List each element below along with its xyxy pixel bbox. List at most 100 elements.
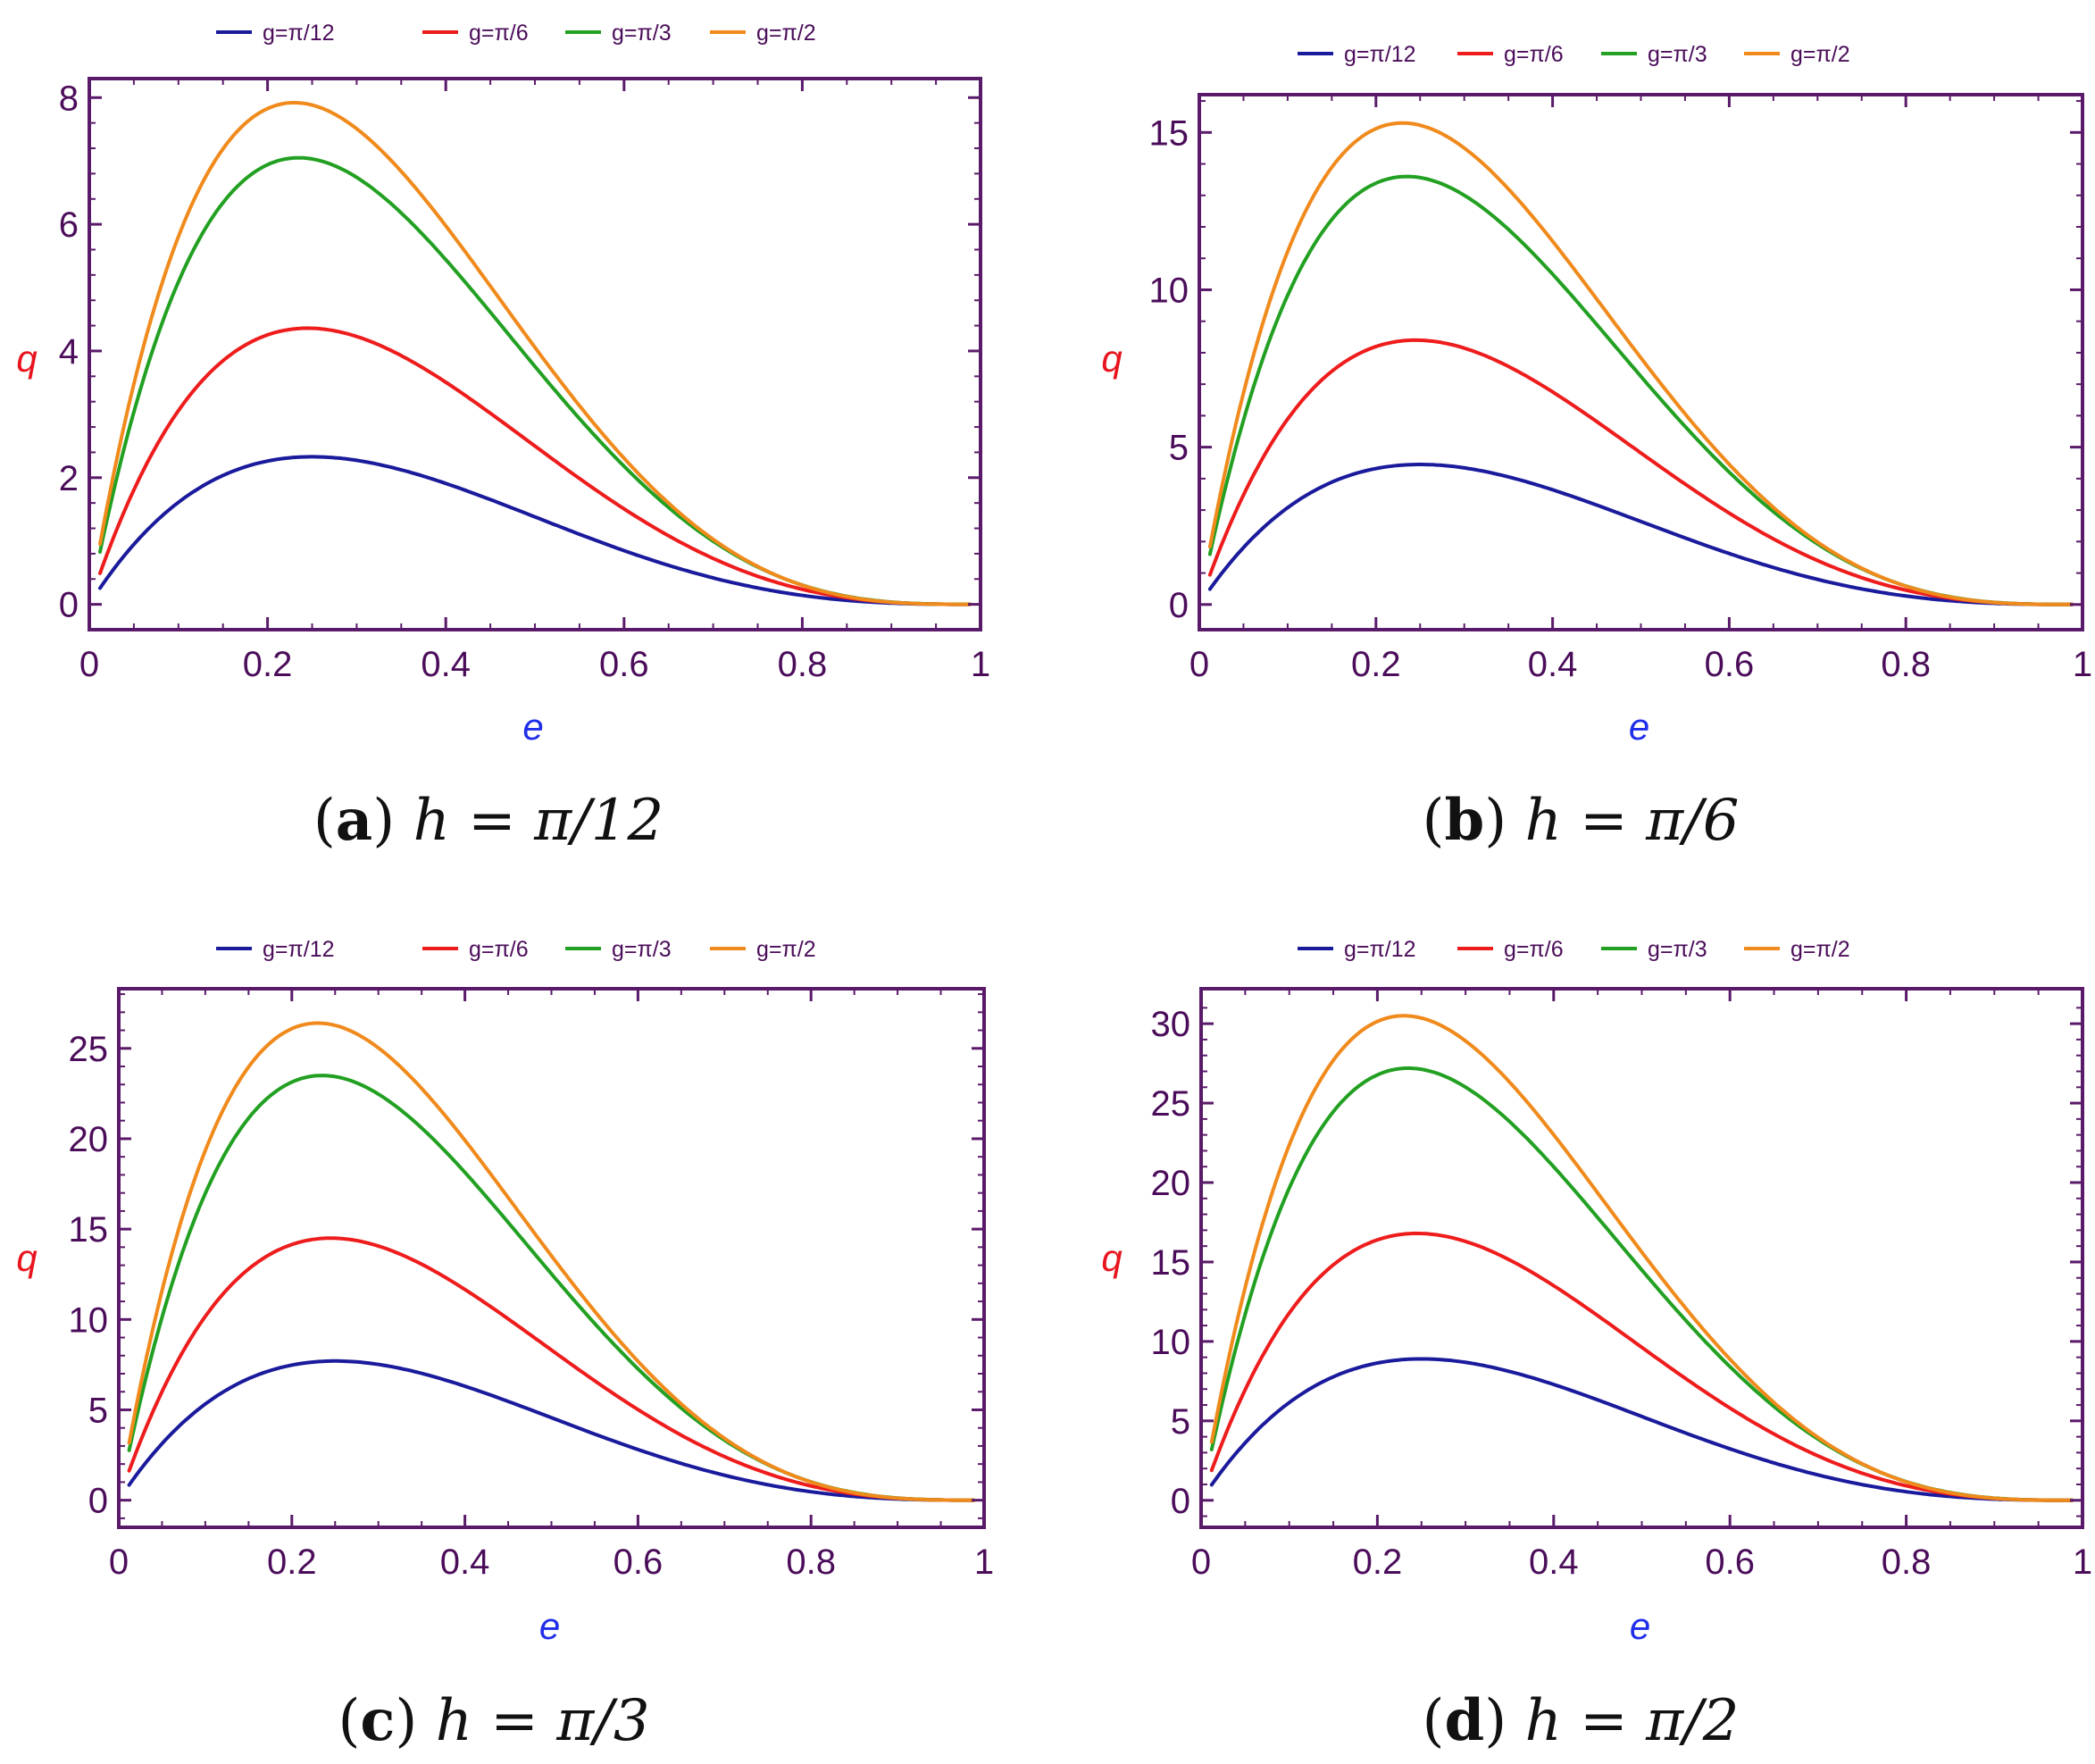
series-line-1: [127, 1359, 976, 1502]
legend-label: g=π/6: [1504, 937, 1564, 962]
legend-label: g=π/12: [263, 937, 335, 962]
legend-label: g=π/3: [612, 937, 672, 962]
legend-item: g=π/3: [1601, 42, 1707, 67]
legend-item: g=π/6: [422, 21, 529, 46]
caption-letter: c: [360, 1687, 395, 1754]
y-tick-label: 5: [1171, 1402, 1190, 1442]
legend: g=π/12 g=π/6 g=π/3 g=π/2: [216, 21, 816, 46]
legend-label: g=π/6: [1504, 42, 1564, 67]
y-axis-label: q: [16, 338, 38, 380]
y-tick-label: 5: [1169, 429, 1189, 468]
series-line-3: [98, 155, 972, 606]
series-line-3: [127, 1074, 976, 1502]
x-axis-label: e: [1630, 1605, 1650, 1647]
y-tick-label: 0: [59, 586, 79, 625]
legend: g=π/12 g=π/6 g=π/3 g=π/2: [1298, 937, 1850, 962]
x-tick-label: 1: [971, 645, 990, 684]
y-tick-label: 10: [69, 1300, 109, 1340]
legend-item: g=π/2: [1744, 937, 1850, 962]
legend-item: g=π/2: [1744, 42, 1850, 67]
caption-close-paren: ): [395, 1688, 435, 1754]
legend-item: g=π/3: [1601, 937, 1707, 962]
legend-label: g=π/2: [1790, 937, 1850, 962]
caption-open-paren: (: [1423, 1688, 1445, 1754]
x-tick-label: 0: [1191, 1542, 1211, 1582]
x-tick-label: 0.2: [1351, 645, 1401, 684]
x-tick-label: 0: [109, 1542, 129, 1582]
caption-close-paren: ): [1484, 788, 1524, 854]
legend-label: g=π/2: [756, 21, 816, 46]
series-line-4: [127, 1021, 976, 1502]
legend-label: g=π/3: [1648, 42, 1707, 67]
x-tick-label: 0.6: [613, 1542, 664, 1582]
legend-item: g=π/6: [1457, 937, 1564, 962]
x-tick-label: 1: [2073, 645, 2092, 684]
legend-item: g=π/12: [1298, 937, 1416, 962]
y-tick-label: 0: [1169, 586, 1189, 625]
legend-label: g=π/6: [469, 21, 529, 46]
panel-caption: (c) h = π/3: [338, 1687, 649, 1754]
x-tick-label: 0.8: [786, 1542, 836, 1582]
series-line-2: [127, 1236, 976, 1502]
x-axis-label: e: [1629, 706, 1649, 748]
x-tick-label: 0.8: [1881, 645, 1931, 684]
caption-close-paren: ): [1484, 1688, 1524, 1754]
x-tick-label: 0.8: [778, 645, 828, 684]
legend-label: g=π/2: [756, 937, 816, 962]
legend-item: g=π/6: [422, 937, 529, 962]
x-axis-label: e: [539, 1605, 560, 1647]
x-tick-label: 1: [2073, 1542, 2092, 1582]
panel-caption: (b) h = π/6: [1423, 787, 1740, 854]
legend-label: g=π/12: [263, 21, 335, 46]
plot-frame: [88, 77, 982, 631]
y-tick-label: 2: [59, 459, 79, 498]
x-tick-label: 0.6: [1705, 645, 1755, 684]
y-tick-label: 6: [59, 205, 79, 245]
y-axis-label: q: [1101, 1237, 1123, 1279]
y-tick-label: 8: [59, 79, 79, 118]
y-tick-label: 30: [1151, 1005, 1191, 1044]
y-tick-label: 25: [1151, 1084, 1191, 1124]
legend-item: g=π/2: [710, 21, 816, 46]
y-tick-label: 0: [1171, 1482, 1190, 1521]
legend: g=π/12 g=π/6 g=π/3 g=π/2: [216, 937, 816, 962]
caption-open-paren: (: [1423, 788, 1445, 854]
x-tick-label: 0: [79, 645, 99, 684]
y-tick-label: 25: [69, 1030, 109, 1069]
plot-frame: [1199, 987, 2084, 1529]
series-line-3: [1209, 1066, 2074, 1502]
legend-item: g=π/6: [1457, 42, 1564, 67]
y-tick-label: 20: [1151, 1164, 1191, 1203]
caption-letter: d: [1445, 1687, 1485, 1754]
caption-equation: h = π/2: [1525, 1688, 1740, 1754]
series-line-3: [1207, 174, 2074, 606]
x-tick-label: 0.2: [1353, 1542, 1403, 1582]
x-axis-label: e: [522, 706, 543, 748]
x-tick-label: 0.4: [421, 645, 471, 684]
legend-label: g=π/12: [1344, 42, 1416, 67]
legend-label: g=π/12: [1344, 937, 1416, 962]
x-tick-label: 0.4: [1528, 645, 1578, 684]
y-tick-label: 4: [59, 332, 79, 372]
caption-equation: h = π/3: [436, 1688, 650, 1754]
legend-item: g=π/12: [216, 21, 335, 46]
series-line-2: [98, 326, 972, 606]
series-line-2: [1209, 1231, 2074, 1502]
series-line-4: [1209, 1014, 2074, 1502]
x-tick-label: 1: [974, 1542, 994, 1582]
panel-caption: (d) h = π/2: [1423, 1687, 1740, 1754]
y-tick-label: 10: [1149, 271, 1189, 310]
y-tick-label: 15: [69, 1210, 109, 1250]
legend-item: g=π/3: [565, 21, 672, 46]
legend-label: g=π/6: [469, 937, 529, 962]
x-tick-label: 0.6: [599, 645, 649, 684]
caption-equation: h = π/6: [1525, 788, 1740, 854]
caption-open-paren: (: [338, 1688, 360, 1754]
y-tick-label: 0: [88, 1482, 108, 1521]
plot-frame: [1198, 93, 2084, 631]
series-line-2: [1207, 338, 2074, 606]
